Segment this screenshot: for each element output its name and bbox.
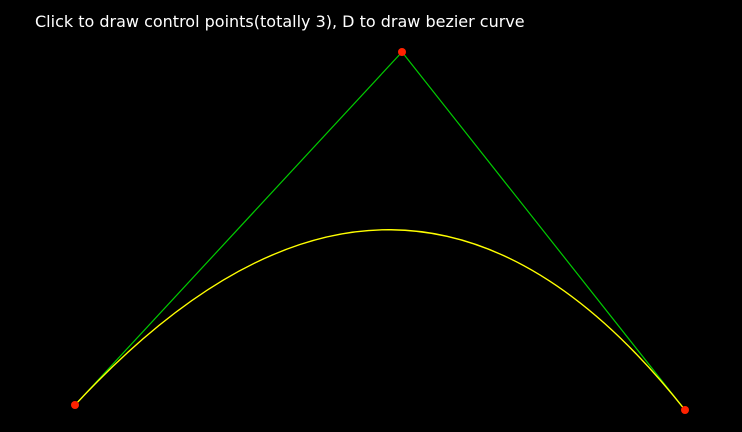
bezier-curve [74, 229, 686, 411]
control-polygon-segment [74, 51, 403, 406]
control-point[interactable] [681, 406, 689, 414]
control-polygon [74, 51, 686, 411]
control-point[interactable] [71, 401, 79, 409]
control-point[interactable] [398, 48, 406, 56]
control-polygon-segment [401, 51, 686, 411]
instruction-text: Click to draw control points(totally 3),… [35, 12, 525, 31]
control-points [71, 48, 689, 414]
